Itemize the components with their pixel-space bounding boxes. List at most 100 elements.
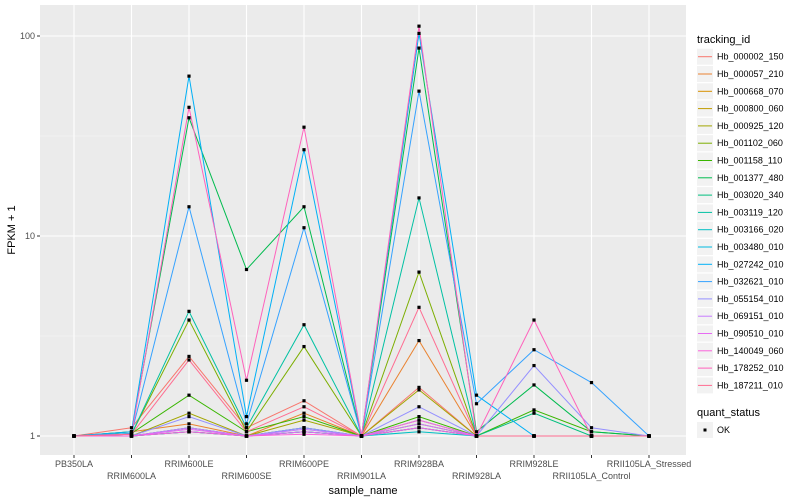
legend-label: Hb_001158_110 xyxy=(717,156,782,166)
legend-label: Hb_003166_020 xyxy=(717,225,784,235)
legend-label: Hb_000800_060 xyxy=(717,104,784,114)
legend-item: Hb_003166_020 xyxy=(697,221,784,238)
data-point xyxy=(417,415,421,419)
data-point xyxy=(532,411,536,415)
data-point xyxy=(532,383,536,387)
data-point xyxy=(302,411,306,415)
data-point xyxy=(187,422,191,426)
data-point xyxy=(417,305,421,309)
data-point xyxy=(129,432,134,436)
data-point xyxy=(589,434,594,438)
legend-point-swatch xyxy=(703,428,707,432)
data-point xyxy=(187,205,191,209)
y-tick-label: 100 xyxy=(20,31,35,41)
legend-label: Hb_000925_120 xyxy=(717,121,784,131)
legend-item: Hb_027242_010 xyxy=(697,256,784,273)
data-point xyxy=(244,434,249,438)
data-point xyxy=(187,411,191,415)
plot-panel xyxy=(40,5,686,455)
legend-label: OK xyxy=(717,425,730,435)
data-point xyxy=(302,323,306,327)
data-point xyxy=(532,408,536,412)
data-point xyxy=(129,426,134,430)
legend-label: Hb_069151_010 xyxy=(717,311,784,321)
data-point xyxy=(474,430,479,434)
legend-title: tracking_id xyxy=(697,34,750,46)
data-point xyxy=(187,427,191,431)
data-point xyxy=(302,125,306,129)
legend-label: Hb_000057_210 xyxy=(717,69,784,79)
legend-label: Hb_000002_150 xyxy=(717,52,784,62)
legend-item: Hb_187211_010 xyxy=(697,377,783,394)
data-point xyxy=(187,105,191,109)
data-point xyxy=(532,318,536,322)
data-point xyxy=(417,338,421,343)
data-point xyxy=(129,430,134,434)
data-point xyxy=(302,430,306,434)
legend-item: Hb_001158_110 xyxy=(697,152,782,169)
data-point xyxy=(532,363,536,368)
y-tick-label: 1 xyxy=(30,431,35,441)
data-point xyxy=(589,380,594,385)
data-point xyxy=(417,270,421,274)
legend-label: Hb_032621_010 xyxy=(717,277,784,287)
x-tick-label: RRII105LA_Control xyxy=(552,471,630,481)
legend-item: Hb_003020_340 xyxy=(697,187,784,204)
data-point xyxy=(187,116,191,120)
data-point xyxy=(302,399,306,403)
legend-label: Hb_001377_480 xyxy=(717,173,784,183)
legend-item: Hb_000800_060 xyxy=(697,100,784,117)
legend-item: Hb_055154_010 xyxy=(697,290,784,307)
data-point xyxy=(302,427,306,431)
data-point xyxy=(417,196,421,200)
data-point xyxy=(302,226,306,230)
data-point xyxy=(417,422,421,426)
data-point xyxy=(302,432,306,436)
data-point xyxy=(244,430,249,434)
x-tick-label: RRIM600LE xyxy=(164,459,213,469)
y-tick-label: 10 xyxy=(25,231,35,241)
x-axis-title: sample_name xyxy=(328,485,397,497)
data-point xyxy=(187,393,191,397)
data-point xyxy=(417,430,421,434)
data-point xyxy=(417,405,421,409)
data-point xyxy=(244,415,249,419)
y-axis-title: FPKM + 1 xyxy=(6,205,18,254)
legend-item: Hb_178252_010 xyxy=(697,360,784,377)
data-point xyxy=(647,434,651,438)
legend-item: Hb_069151_010 xyxy=(697,308,784,325)
legend-item: Hb_140049_060 xyxy=(697,342,784,359)
legend-label: Hb_187211_010 xyxy=(717,380,783,390)
legend-item: Hb_001102_060 xyxy=(697,135,783,152)
data-point xyxy=(302,405,306,409)
legend-item: Hb_032621_010 xyxy=(697,273,784,290)
data-point xyxy=(474,434,479,438)
x-tick-label: RRIM901LA xyxy=(337,471,386,481)
legend-item: Hb_000002_150 xyxy=(697,48,784,65)
data-point xyxy=(187,74,191,78)
legend: tracking_id Hb_000002_150 Hb_000057_210 Hb_… xyxy=(697,34,784,438)
data-point xyxy=(417,24,421,28)
data-point xyxy=(417,46,421,50)
data-point xyxy=(302,418,306,422)
x-tick-label: RRIM600SE xyxy=(221,471,271,481)
data-point xyxy=(417,426,421,430)
data-point xyxy=(302,415,306,419)
data-point xyxy=(417,31,421,36)
data-point xyxy=(359,434,364,438)
legend-label: Hb_003480_010 xyxy=(717,242,784,252)
legend-item: Hb_001377_480 xyxy=(697,169,784,186)
data-point xyxy=(187,415,191,419)
x-tick-label: RRIM928BA xyxy=(394,459,444,469)
data-point xyxy=(474,402,479,406)
data-point xyxy=(532,348,536,352)
legend-label: Hb_000668_070 xyxy=(717,86,784,96)
data-point xyxy=(244,267,249,272)
data-point xyxy=(302,148,306,152)
legend-label: Hb_001102_060 xyxy=(717,138,783,148)
data-point xyxy=(302,344,306,349)
data-point xyxy=(417,418,421,422)
legend-item: Hb_003480_010 xyxy=(697,239,784,255)
data-point xyxy=(589,426,594,430)
data-point xyxy=(187,358,191,362)
